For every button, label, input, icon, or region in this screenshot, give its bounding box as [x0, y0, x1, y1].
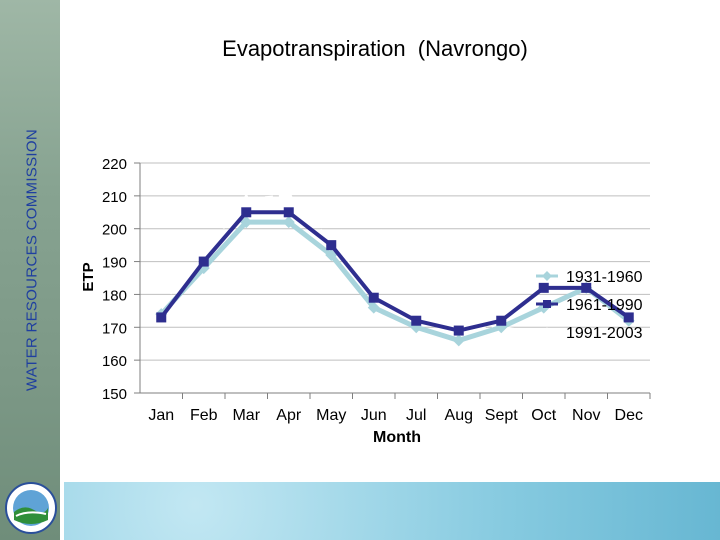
- sidebar: WATER RESOURCES COMMISSION: [0, 0, 60, 540]
- data-point: [581, 282, 592, 293]
- y-tick-label: 190: [102, 255, 127, 272]
- data-point: [155, 298, 168, 310]
- series-lines: [155, 189, 635, 359]
- legend-item: 1991-2003: [536, 325, 643, 342]
- series-line-1991-2003: [160, 194, 630, 356]
- data-point: [411, 315, 422, 326]
- data-point: [326, 240, 337, 251]
- x-tick-label: Apr: [276, 407, 302, 424]
- data-point: [198, 256, 209, 267]
- series-1991-2003: [155, 189, 635, 359]
- data-point: [240, 193, 253, 205]
- y-tick-label: 220: [102, 156, 127, 173]
- y-tick-label: 200: [102, 222, 127, 239]
- x-axis-label: Month: [373, 429, 421, 446]
- y-tick-label: 160: [102, 353, 127, 370]
- data-point: [197, 245, 210, 257]
- data-point: [580, 337, 593, 349]
- x-tick-label: Jul: [406, 407, 426, 424]
- y-tick-label: 170: [102, 320, 127, 337]
- legend-item: 1931-1960: [536, 269, 643, 286]
- series-1961-1990: [156, 207, 634, 336]
- data-point: [282, 189, 295, 201]
- data-point: [240, 216, 253, 229]
- y-axis-ticks: 150 160 170 180 190 200 210 220: [102, 156, 127, 403]
- data-point: [452, 334, 465, 347]
- data-point: [156, 312, 167, 323]
- legend-marker: [542, 271, 552, 281]
- y-tick-label: 150: [102, 386, 127, 403]
- data-point: [368, 292, 379, 303]
- legend-label: 1991-2003: [566, 325, 643, 342]
- legend-label: 1931-1960: [566, 269, 643, 286]
- legend: 1931-1960 1961-1990 1991-2003: [536, 269, 643, 342]
- x-tick-label: Mar: [232, 407, 260, 424]
- commission-logo-icon: [5, 482, 57, 534]
- data-point: [241, 207, 252, 218]
- x-tick-label: Dec: [615, 407, 643, 424]
- legend-label: 1961-1990: [566, 297, 643, 314]
- y-tick-label: 210: [102, 189, 127, 206]
- water-droplets-band: [64, 482, 720, 540]
- x-tick-label: Jan: [148, 407, 174, 424]
- data-point: [496, 315, 507, 326]
- data-point: [282, 216, 295, 229]
- x-tick-label: Oct: [531, 407, 556, 424]
- y-axis-label: ETP: [80, 262, 97, 291]
- series-line-1961-1990: [159, 210, 630, 333]
- series-line-1931-1960: [159, 219, 631, 343]
- x-tick-label: Sept: [485, 407, 518, 424]
- y-tick-label: 180: [102, 287, 127, 304]
- data-point: [367, 301, 380, 314]
- chart-title: Evapotranspiration (Navrongo): [222, 36, 528, 61]
- x-tick-label: May: [316, 407, 346, 424]
- data-point: [538, 282, 549, 293]
- legend-marker: [542, 327, 552, 336]
- grid: [134, 162, 651, 399]
- data-point: [622, 347, 635, 359]
- x-axis-ticks: Jan Feb Mar Apr May Jun Jul Aug Sept Oct Nov Dec: [148, 407, 643, 424]
- x-tick-label: Jun: [361, 407, 387, 424]
- x-tick-label: Feb: [190, 407, 218, 424]
- data-point: [453, 325, 464, 336]
- data-point: [623, 312, 634, 323]
- legend-marker: [543, 300, 551, 308]
- x-tick-label: Aug: [445, 407, 473, 424]
- data-point: [283, 207, 294, 218]
- legend-item: 1961-1990: [536, 297, 643, 314]
- x-tick-label: Nov: [572, 407, 600, 424]
